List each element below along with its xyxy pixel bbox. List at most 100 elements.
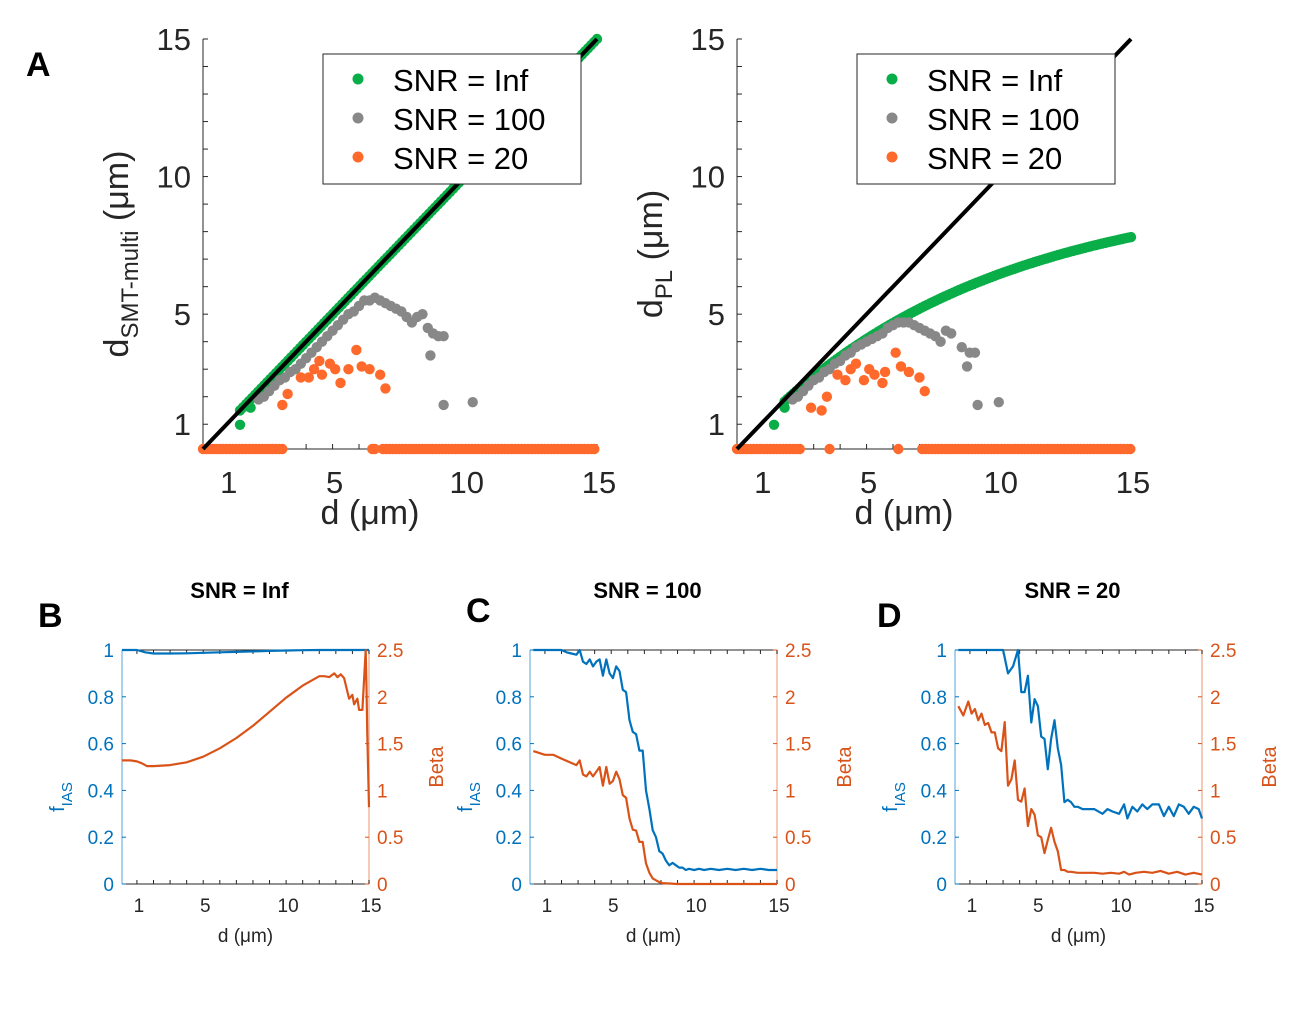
- point-snr-20: [364, 364, 375, 375]
- point-snr-20: [805, 402, 817, 413]
- x-tick-label: 10: [278, 896, 299, 917]
- legend-label: SNR = 100: [393, 102, 546, 137]
- panel-letter-a: A: [26, 46, 51, 84]
- x-tick-label: 15: [360, 896, 381, 917]
- point-snr-20: [919, 386, 930, 397]
- point-snr-20: [589, 443, 600, 455]
- x-tick-label: 5: [860, 465, 877, 500]
- point-snr-20: [380, 383, 391, 394]
- y-right-tick-label: 0: [377, 875, 388, 896]
- y-right-tick-label: 2.5: [1210, 641, 1236, 662]
- point-snr-20: [893, 443, 904, 455]
- point-snr-100: [417, 308, 428, 320]
- y-axis-label: dPL (μm): [632, 190, 678, 318]
- point-snr-20: [335, 377, 346, 389]
- point-snr-100: [993, 397, 1004, 408]
- y-axis-label-unit: (μm): [632, 190, 670, 270]
- legend-box: [322, 53, 582, 185]
- y-right-tick-label: 0: [1210, 875, 1221, 896]
- y-axis-label-main: d: [98, 339, 136, 358]
- point-snr-100: [969, 347, 981, 358]
- point-snr-20: [277, 399, 288, 411]
- y-right-tick-label: 2: [377, 688, 388, 709]
- f-ias-line: [533, 648, 777, 872]
- x-tick-label: 15: [768, 896, 789, 917]
- y-right-tick-label: 2.5: [785, 641, 811, 662]
- legend-marker: [886, 73, 898, 85]
- y-left-tick-label: 0.4: [496, 781, 523, 802]
- y-left-tick-label: 0: [103, 875, 114, 896]
- y-axis-label-main: d: [632, 299, 670, 318]
- y-left-tick-label: 0.2: [496, 828, 522, 849]
- y-left-tick-label: 0.6: [496, 735, 522, 756]
- y-left-axis-label: fIAS: [880, 782, 909, 812]
- y-left-tick-label: 0.4: [88, 781, 115, 802]
- y-left-tick-label: 1: [936, 641, 947, 662]
- x-axis-label: d (μm): [321, 494, 420, 532]
- x-tick-label: 15: [1193, 896, 1214, 917]
- point-snr-20: [840, 375, 851, 386]
- point-snr-100: [945, 328, 957, 339]
- beta-line: [532, 750, 777, 886]
- y-left-tick-label: 0.6: [921, 735, 947, 756]
- point-snr-20: [895, 361, 907, 372]
- legend-marker: [352, 151, 364, 163]
- y-left-tick-label: 1: [511, 641, 522, 662]
- y-tick-label: 10: [157, 160, 191, 195]
- point-snr-inf: [1125, 231, 1137, 243]
- point-snr-20: [356, 361, 367, 372]
- y-left-tick-label: 0.8: [88, 688, 114, 709]
- point-snr-20: [330, 364, 341, 375]
- legend-marker: [352, 73, 364, 85]
- y-left-tick-label: 0.4: [921, 781, 948, 802]
- point-snr-20: [877, 377, 888, 389]
- point-snr-20: [824, 443, 835, 455]
- point-snr-20: [869, 369, 880, 380]
- point-snr-20: [879, 366, 891, 378]
- beta-line: [957, 700, 1203, 876]
- y-left-axis-label-sub: IAS: [892, 782, 909, 806]
- legend-box: [856, 53, 1116, 185]
- point-snr-20: [277, 443, 288, 455]
- y-left-tick-label: 0: [511, 875, 522, 896]
- y-left-tick-label: 1: [103, 641, 114, 662]
- x-tick-label: 5: [200, 896, 211, 917]
- y-left-tick-label: 0.8: [496, 688, 522, 709]
- y-axis-label-sub: PL: [651, 270, 678, 299]
- x-tick-label: 1: [542, 896, 553, 917]
- y-left-axis-label: fIAS: [47, 782, 76, 812]
- y-tick-label: 5: [174, 297, 191, 332]
- y-right-tick-label: 1.5: [785, 735, 811, 756]
- y-tick-label: 1: [174, 407, 191, 442]
- x-tick-label: 10: [450, 465, 484, 500]
- x-axis-label: d (μm): [855, 494, 954, 532]
- point-snr-20: [314, 355, 325, 367]
- y-axis-label: dSMT-multi (μm): [98, 151, 144, 358]
- y-tick-label: 15: [157, 22, 191, 57]
- panel-letter-d: D: [877, 597, 902, 635]
- panel-letter-c: C: [466, 592, 491, 630]
- y-right-tick-label: 2: [785, 688, 796, 709]
- point-snr-100: [438, 399, 449, 411]
- y-tick-label: 10: [691, 160, 725, 195]
- point-snr-20: [914, 372, 925, 383]
- y-right-tick-label: 0.5: [785, 828, 811, 849]
- y-left-axis-label-sub: IAS: [59, 782, 76, 806]
- point-snr-20: [316, 369, 328, 380]
- y-right-tick-label: 1.5: [1210, 735, 1236, 756]
- chart-d: SNR = 201 5 10 15d (μm)00.20.40.60.8100.511…: [880, 578, 1281, 947]
- chart-title: SNR = 100: [593, 578, 701, 603]
- x-tick-label: 5: [1033, 896, 1044, 917]
- y-right-tick-label: 2: [1210, 688, 1221, 709]
- beta-line: [122, 648, 371, 808]
- x-tick-label: 1: [967, 896, 978, 917]
- y-left-axis-label-main: f: [455, 806, 477, 812]
- y-axis-label-sub: SMT-multi: [117, 231, 144, 339]
- y-left-tick-label: 0.6: [88, 735, 114, 756]
- point-snr-100: [972, 399, 983, 411]
- point-snr-20: [308, 364, 320, 375]
- x-tick-label: 1: [220, 465, 237, 500]
